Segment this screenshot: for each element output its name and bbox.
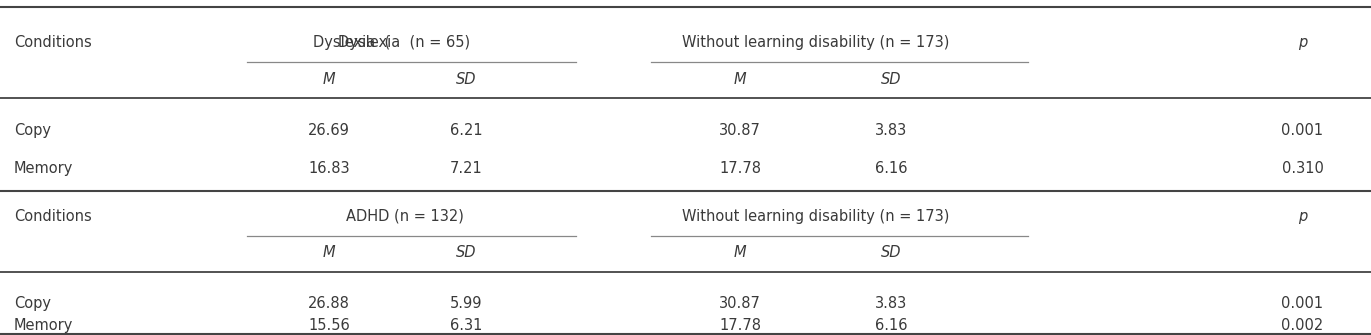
Text: SD: SD (882, 72, 901, 87)
Text: Conditions: Conditions (14, 35, 92, 50)
Text: 0.002: 0.002 (1282, 318, 1323, 333)
Text: 6.16: 6.16 (875, 318, 908, 333)
Text: Copy: Copy (14, 296, 51, 311)
Text: p: p (1298, 35, 1307, 50)
Text: 15.56: 15.56 (308, 318, 350, 333)
Text: 6.31: 6.31 (450, 318, 483, 333)
Text: 0.001: 0.001 (1282, 296, 1323, 311)
Text: 0.001: 0.001 (1282, 123, 1323, 138)
Text: Conditions: Conditions (14, 209, 92, 224)
Text: 26.69: 26.69 (308, 123, 350, 138)
Text: Dyslexia  (: Dyslexia ( (314, 35, 391, 50)
Text: 3.83: 3.83 (875, 296, 908, 311)
Text: M: M (322, 72, 336, 87)
Text: 16.83: 16.83 (308, 161, 350, 177)
Text: Without learning disability (n = 173): Without learning disability (n = 173) (681, 35, 950, 50)
Text: 6.16: 6.16 (875, 161, 908, 177)
Text: Memory: Memory (14, 318, 73, 333)
Text: 5.99: 5.99 (450, 296, 483, 311)
Text: SD: SD (457, 72, 476, 87)
Text: ADHD (n = 132): ADHD (n = 132) (345, 209, 463, 224)
Text: 30.87: 30.87 (720, 123, 761, 138)
Text: Memory: Memory (14, 161, 73, 177)
Text: M: M (733, 72, 747, 87)
Text: Copy: Copy (14, 123, 51, 138)
Text: 6.21: 6.21 (450, 123, 483, 138)
Text: M: M (322, 245, 336, 260)
Text: Without learning disability (n = 173): Without learning disability (n = 173) (681, 209, 950, 224)
Text: 3.83: 3.83 (875, 123, 908, 138)
Text: Dyslexia  (n = 65): Dyslexia (n = 65) (339, 35, 470, 50)
Text: 0.310: 0.310 (1282, 161, 1323, 177)
Text: 17.78: 17.78 (720, 161, 761, 177)
Text: p: p (1298, 209, 1307, 224)
Text: M: M (733, 245, 747, 260)
Text: 17.78: 17.78 (720, 318, 761, 333)
Text: SD: SD (882, 245, 901, 260)
Text: 7.21: 7.21 (450, 161, 483, 177)
Text: 30.87: 30.87 (720, 296, 761, 311)
Text: 26.88: 26.88 (308, 296, 350, 311)
Text: SD: SD (457, 245, 476, 260)
